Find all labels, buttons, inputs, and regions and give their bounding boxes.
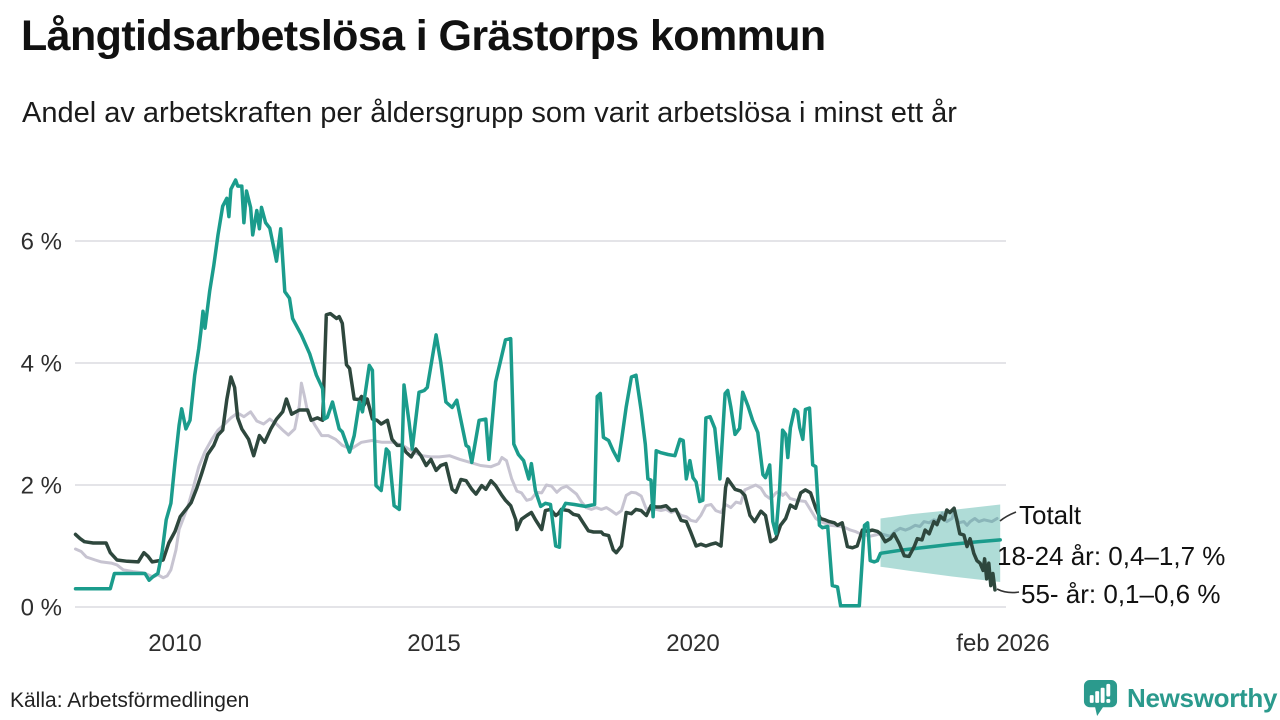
line-18-24-ar xyxy=(73,178,880,608)
totalt-label-connector xyxy=(999,511,1017,522)
x-tick-label: 2015 xyxy=(407,630,460,657)
label-18-24-range: 18-24 år: 0,4–1,7 % xyxy=(997,541,1226,571)
x-tick-label: 2010 xyxy=(148,630,201,657)
y-tick-label: 4 % xyxy=(21,351,62,378)
forecast-line xyxy=(875,538,1002,563)
y-tick-label: 2 % xyxy=(21,473,62,500)
line-55-ar xyxy=(73,311,997,592)
y-axis: 0 % 2 % 4 % 6 % xyxy=(21,229,1006,622)
newsworthy-logo: Newsworthy xyxy=(1082,678,1277,718)
y-tick-label: 6 % xyxy=(21,229,62,256)
page-subtitle: Andel av arbetskraften per åldersgrupp s… xyxy=(22,97,957,129)
page-title: Långtidsarbetslösa i Grästorps kommun xyxy=(21,12,826,60)
newsworthy-wordmark: Newsworthy xyxy=(1127,682,1278,713)
label-totalt: Totalt xyxy=(1019,500,1082,530)
x-tick-label: feb 2026 xyxy=(956,630,1049,657)
forecast-band xyxy=(880,504,1001,582)
y-tick-label: 0 % xyxy=(21,595,62,622)
x-tick-label: 2020 xyxy=(666,630,719,657)
line-totalt xyxy=(74,381,999,580)
x-axis: 2010 2015 2020 feb 2026 xyxy=(148,630,1049,657)
newsworthy-chart-bubble-icon xyxy=(1082,678,1119,718)
label-55-range: 55- år: 0,1–0,6 % xyxy=(1021,579,1221,609)
55-ar-label-connector xyxy=(996,588,1020,594)
source-note: Källa: Arbetsförmedlingen xyxy=(10,689,250,712)
